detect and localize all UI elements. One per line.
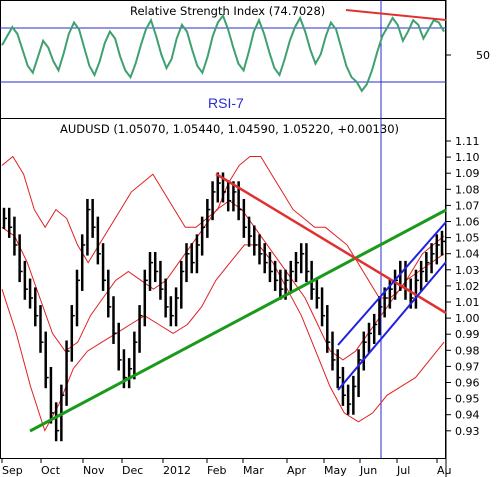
bollinger-band-line-1 [1,200,445,361]
price-y-tick-label: 1.07 [455,199,480,212]
x-tick-label: 2012 [163,464,191,477]
x-tick-label: Au [437,464,452,477]
price-y-tick-label: 0.93 [455,425,480,438]
rsi-series-line [1,13,445,93]
price-y-tick-label: 1.00 [455,312,480,325]
price-y-tick-label: 0.95 [455,393,480,406]
rsi-series-layer [1,13,445,93]
rsi-red-trendline [345,9,447,21]
x-axis: Sep Oct Nov Dec 2012 Feb Mar Apr May Jun Jul Au [1,458,452,477]
price-y-tick-label: 1.06 [455,216,480,229]
price-y-tick-label: 0.94 [455,409,480,422]
red-resistance-trendline [215,172,447,315]
price-y-tick-label: 0.96 [455,377,480,390]
price-y-tick-label: 0.97 [455,360,480,373]
x-tick-label: Apr [287,464,307,477]
price-y-tick-label: 1.08 [455,183,480,196]
x-tick-label: Mar [243,464,264,477]
blue-channel-upper-line [337,221,447,346]
price-y-tick-label: 0.98 [455,344,480,357]
price-y-tick-label: 1.03 [455,264,480,277]
price-title: AUDUSD (1.05070, 1.05440, 1.04590, 1.052… [60,122,399,136]
price-y-tick-label: 1.09 [455,167,480,180]
trendlines-layer [29,9,447,433]
price-y-tick-label: 1.01 [455,296,480,309]
price-y-tick-label: 1.11 [455,135,480,148]
x-tick-label: Dec [122,464,143,477]
x-tick-label: Oct [41,464,61,477]
price-y-tick-label: 1.02 [455,280,480,293]
green-support-trendline [29,208,447,433]
price-y-axis: 1.11 1.10 1.09 1.08 1.07 1.06 1.05 1.04 1.03 1.02… [446,135,480,438]
rsi-y-tick-label: 50 [476,49,490,62]
x-tick-label: Nov [83,464,105,477]
price-y-tick-label: 1.10 [455,151,480,164]
price-series-layer [2,172,445,442]
x-tick-label: Feb [207,464,226,477]
x-tick-label: Jun [359,464,377,477]
price-y-tick-label: 1.04 [455,248,480,261]
rsi-label: RSI-7 [208,95,244,111]
price-y-tick-label: 1.05 [455,232,480,245]
blue-channel-lower-line [337,261,447,391]
x-tick-label: Jul [396,464,410,477]
rsi-title: Relative Strength Index (74.7028) [130,4,325,18]
x-tick-label: May [324,464,347,477]
bollinger-band-line-2 [1,244,445,432]
x-tick-label: Sep [2,464,23,477]
price-y-tick-label: 0.99 [455,328,480,341]
price-panel-frame [0,118,446,459]
